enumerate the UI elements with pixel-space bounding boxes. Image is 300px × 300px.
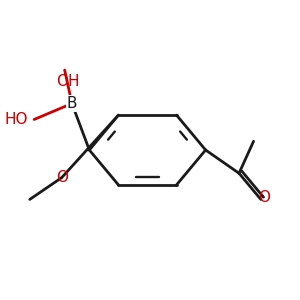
Text: B: B xyxy=(67,96,77,111)
Text: O: O xyxy=(258,190,270,206)
Text: O: O xyxy=(56,170,68,185)
Text: OH: OH xyxy=(56,74,79,89)
Text: HO: HO xyxy=(5,112,28,127)
